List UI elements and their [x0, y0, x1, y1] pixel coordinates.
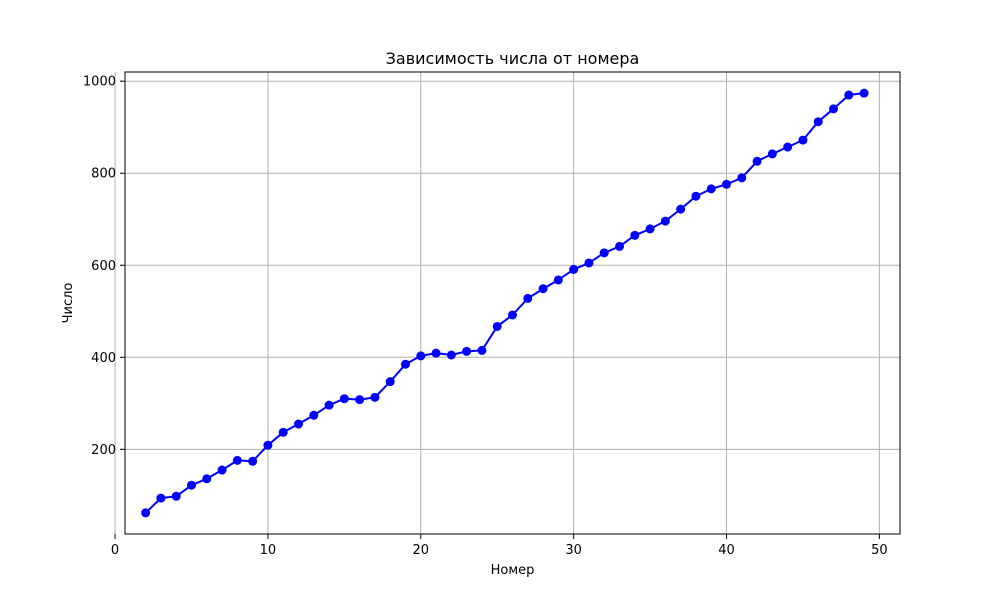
data-point — [477, 345, 487, 355]
y-tick-label: 600 — [91, 259, 116, 274]
data-point — [462, 346, 472, 356]
series-layer — [141, 88, 869, 518]
y-tick-label: 200 — [91, 443, 116, 458]
data-point — [569, 264, 579, 274]
data-point — [370, 392, 380, 402]
data-point — [859, 88, 869, 98]
data-point — [248, 456, 258, 466]
data-point — [844, 90, 854, 100]
data-point — [186, 480, 196, 490]
data-point — [783, 142, 793, 152]
data-point — [798, 135, 808, 145]
x-tick-label: 10 — [260, 543, 277, 558]
data-point — [400, 359, 410, 369]
data-point — [416, 351, 426, 361]
x-tick-label: 50 — [871, 543, 888, 558]
data-point — [156, 493, 166, 503]
data-point — [293, 419, 303, 429]
chart-title: Зависимость числа от номера — [386, 49, 640, 68]
y-tick-label: 400 — [91, 351, 116, 366]
data-point — [431, 348, 441, 358]
data-point — [645, 224, 655, 234]
x-tick-label: 20 — [413, 543, 430, 558]
data-point — [829, 104, 839, 114]
x-tick-label: 30 — [565, 543, 582, 558]
y-tick-label: 1000 — [83, 75, 116, 90]
x-axis-label: Номер — [491, 563, 535, 578]
grid-lines — [114, 72, 900, 534]
data-point — [813, 117, 823, 127]
data-point — [553, 275, 563, 285]
data-point — [752, 156, 762, 166]
data-point — [171, 491, 181, 501]
data-point — [767, 149, 777, 159]
x-tick-label: 40 — [718, 543, 735, 558]
data-point — [324, 400, 334, 410]
data-point — [523, 293, 533, 303]
data-point — [599, 248, 609, 258]
x-tick-label: 0 — [111, 543, 119, 558]
data-point — [492, 321, 502, 331]
data-point — [446, 350, 456, 360]
y-axis-label: Число — [61, 283, 76, 324]
data-point — [676, 204, 686, 214]
data-point — [339, 394, 349, 404]
data-point — [691, 191, 701, 201]
data-point — [706, 184, 716, 194]
data-point — [355, 395, 365, 405]
data-point — [309, 410, 319, 420]
data-point — [538, 284, 548, 294]
data-point — [385, 377, 395, 387]
data-point — [615, 241, 625, 251]
axis-ticks: 0 10 20 30 40 50 200 400 600 800 1000 — [83, 75, 888, 558]
data-point — [202, 474, 212, 484]
data-point — [232, 455, 242, 465]
data-point — [217, 465, 227, 475]
data-point — [630, 230, 640, 240]
data-point — [508, 310, 517, 320]
data-point — [584, 258, 594, 268]
plot-frame — [124, 71, 901, 535]
data-point — [141, 508, 151, 518]
y-tick-label: 800 — [91, 167, 116, 182]
data-point — [278, 427, 288, 437]
data-point — [660, 216, 670, 226]
data-point — [263, 440, 273, 450]
data-point — [737, 173, 747, 183]
data-point — [722, 179, 732, 189]
